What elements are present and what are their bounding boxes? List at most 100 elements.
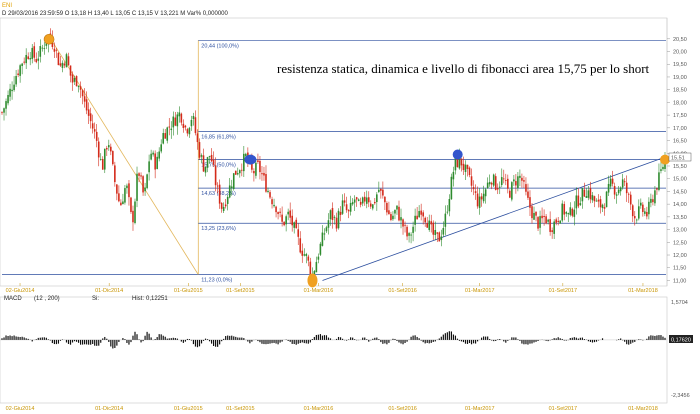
x-tick-label: 01-Dic2014 xyxy=(95,288,123,294)
candle-body xyxy=(335,217,338,229)
candle-body xyxy=(482,193,485,202)
candle-body xyxy=(351,202,354,205)
symbol-label: ENI xyxy=(2,3,12,9)
candle-body xyxy=(533,212,535,220)
candle-body xyxy=(599,199,602,208)
candle-body xyxy=(172,116,175,128)
candle-body xyxy=(398,206,400,221)
x-tick-label: 01-Giu2015 xyxy=(174,288,203,294)
macd-x-tick-label: 01-Mar2018 xyxy=(628,406,658,412)
candle-body xyxy=(488,182,491,185)
candle-body xyxy=(426,223,429,228)
candle-body xyxy=(496,188,499,190)
candle-body xyxy=(216,185,219,187)
candle-body xyxy=(650,198,652,203)
x-tick-label: 02-Giu2014 xyxy=(6,288,35,294)
candle-body xyxy=(226,196,229,204)
candle-body xyxy=(228,185,231,198)
candle-body xyxy=(591,195,594,201)
candle-body xyxy=(551,230,553,233)
candle-body xyxy=(85,99,88,111)
x-tick-label: 01-Mar2018 xyxy=(628,288,658,294)
candle-body xyxy=(378,189,380,192)
candle-body xyxy=(474,191,477,193)
candle-body xyxy=(587,190,590,198)
candle-body xyxy=(456,156,459,168)
candle-body xyxy=(110,146,112,152)
candle-body xyxy=(196,133,199,143)
candle-body xyxy=(152,152,154,155)
candle-body xyxy=(13,84,15,91)
candle-body xyxy=(384,196,386,203)
candle-body xyxy=(597,199,600,202)
candle-body xyxy=(3,108,5,113)
candle-body xyxy=(638,206,640,219)
candle-body xyxy=(31,47,34,59)
candle-body xyxy=(73,77,76,82)
candle-body xyxy=(509,190,511,198)
candle-body xyxy=(101,159,104,170)
candle-body xyxy=(97,141,100,158)
candle-body xyxy=(611,178,614,184)
macd-date-ticks: 02-Giu2014 01-Dic2014 01-Giu2015 01-Set2015… xyxy=(6,406,658,412)
candle-body xyxy=(103,148,106,170)
candle-body xyxy=(337,210,340,229)
candle-body xyxy=(569,207,572,215)
candle-body xyxy=(388,210,390,215)
candle-body xyxy=(656,188,658,190)
candle-body xyxy=(236,173,239,175)
candle-body xyxy=(422,212,424,217)
candle-body xyxy=(345,204,348,211)
x-tick-label: 01-Mar2017 xyxy=(465,288,495,294)
candle-body xyxy=(585,196,588,198)
candle-body xyxy=(410,234,412,236)
candle-body xyxy=(81,90,84,97)
pivot-marker-resistance-1 xyxy=(244,154,257,165)
candle-body xyxy=(561,203,564,221)
candle-body xyxy=(418,211,420,218)
macd-histogram xyxy=(0,331,667,349)
candle-body xyxy=(454,157,457,171)
candle-body xyxy=(77,85,80,88)
candle-body xyxy=(476,193,479,207)
candle-body xyxy=(412,226,414,233)
macd-title: MACD xyxy=(4,296,22,302)
candle-body xyxy=(61,62,64,68)
macd-x-tick-label: 01-Set2017 xyxy=(549,406,577,412)
candle-body xyxy=(176,114,179,127)
candle-body xyxy=(605,191,608,208)
candle-body xyxy=(575,195,578,209)
candle-body xyxy=(635,219,638,221)
candle-body xyxy=(303,254,306,256)
candle-body xyxy=(21,63,23,67)
candle-body xyxy=(382,189,384,196)
candle-body xyxy=(299,238,302,253)
macd-x-tick-label: 01-Set2016 xyxy=(388,406,416,412)
y-tick-label: 12,00 xyxy=(673,253,687,259)
candle-body xyxy=(341,200,344,214)
candle-body xyxy=(188,127,191,135)
candle-body xyxy=(486,182,489,189)
fib-level-label: 13,25 (23,6%) xyxy=(201,226,236,232)
trend-line-up xyxy=(322,156,666,281)
candle-body xyxy=(180,113,183,123)
candle-body xyxy=(623,181,626,183)
candle-body xyxy=(234,170,237,175)
candle-body xyxy=(619,187,622,192)
date-axis-ticks: 02-Giu2014 01-Dic2014 01-Giu2015 01-Set2015… xyxy=(6,288,658,294)
candle-body xyxy=(559,220,562,224)
candle-body xyxy=(208,155,211,157)
candle-body xyxy=(243,153,245,172)
candle-body xyxy=(361,197,364,204)
candle-body xyxy=(654,190,656,204)
candle-body xyxy=(293,222,296,228)
candle-body xyxy=(45,43,48,46)
candle-body xyxy=(144,187,146,192)
candle-body xyxy=(331,208,334,220)
candle-body xyxy=(232,173,235,190)
candle-body xyxy=(343,200,346,203)
y-tick-label: 19,00 xyxy=(673,75,687,81)
candle-body xyxy=(99,159,102,160)
candle-body xyxy=(583,189,586,197)
candle-body xyxy=(369,203,372,207)
